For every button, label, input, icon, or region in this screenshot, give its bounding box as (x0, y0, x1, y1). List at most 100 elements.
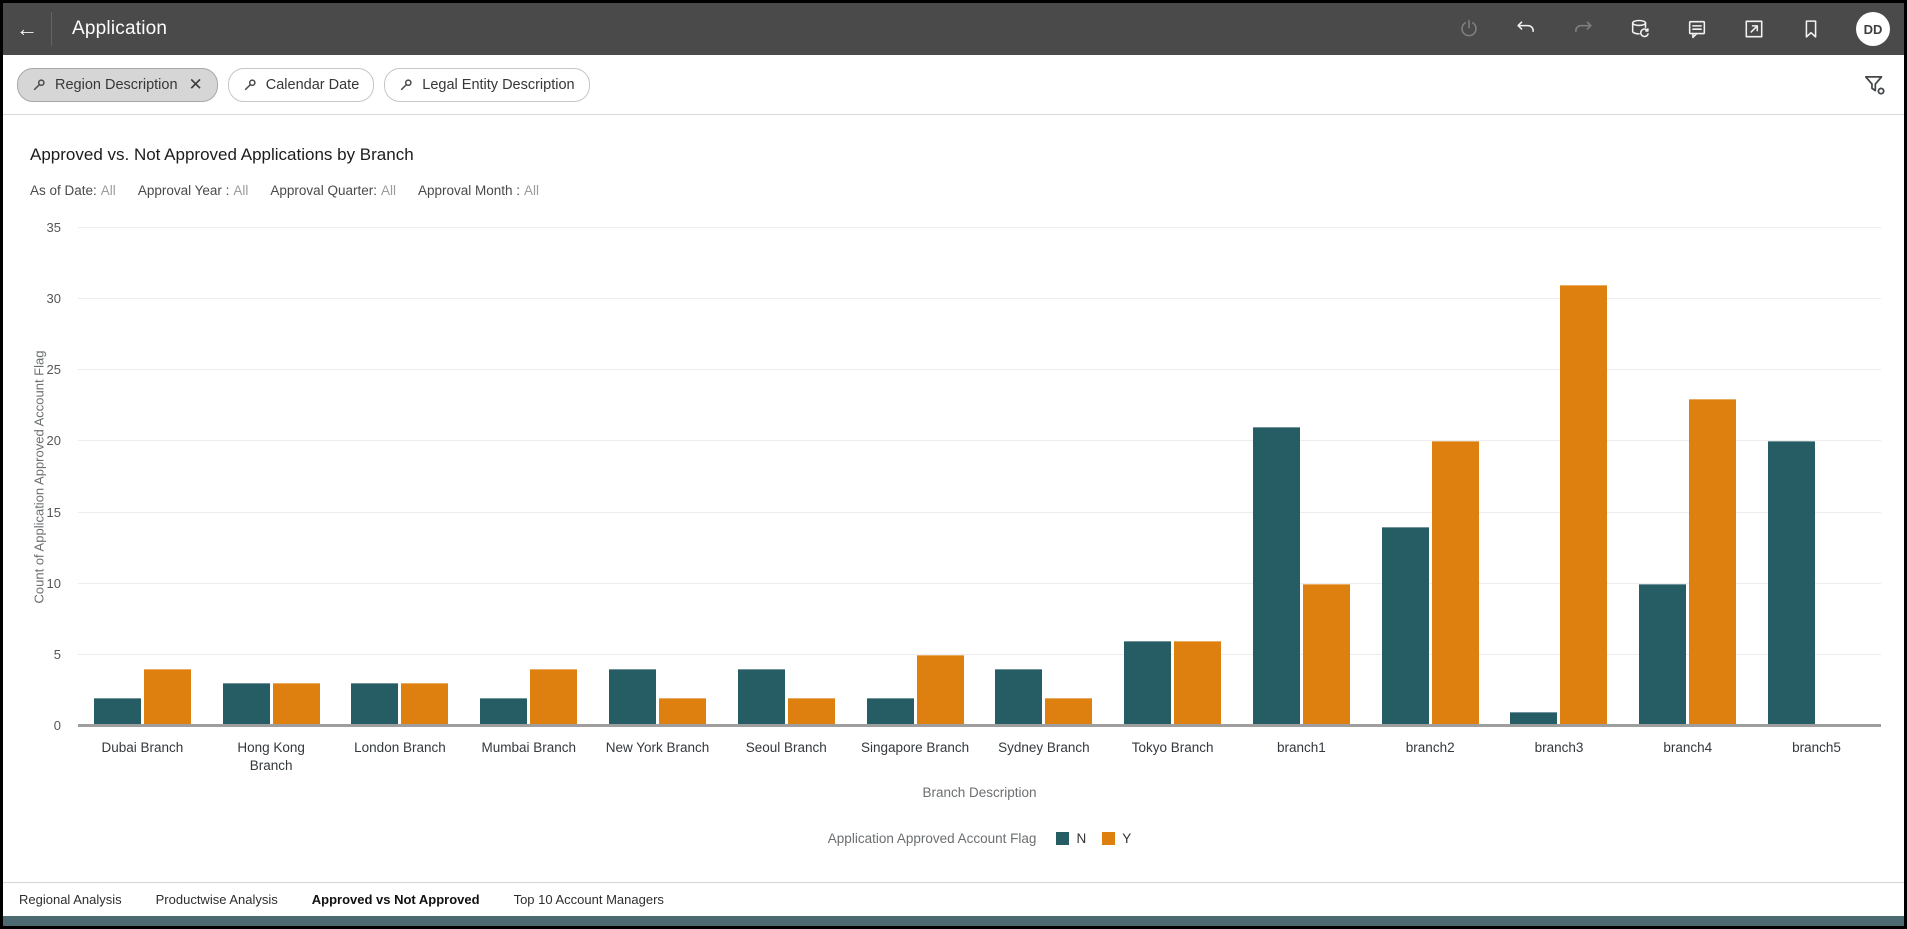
bar-N[interactable] (995, 669, 1043, 726)
comments-icon[interactable] (1685, 17, 1709, 41)
bookmark-icon[interactable] (1799, 17, 1823, 41)
bar-N[interactable] (1639, 583, 1687, 726)
filter-pill[interactable]: Legal Entity Description (384, 67, 590, 102)
x-axis-title: Branch Description (922, 785, 1037, 800)
legend-item[interactable]: Y (1102, 831, 1131, 846)
bar-N[interactable] (737, 669, 785, 726)
bar-N[interactable] (1510, 711, 1558, 726)
chart-title: Approved vs. Not Approved Applications b… (30, 145, 414, 164)
y-tick-label: 25 (46, 362, 61, 378)
bar-N[interactable] (222, 683, 270, 726)
bar-group (1752, 441, 1881, 726)
prompt-filter: Approval Quarter: All (270, 183, 396, 198)
x-axis-labels: Dubai Branch Hong Kong Branch London Branc… (78, 739, 1881, 775)
pin-icon (401, 78, 412, 90)
bar-Y[interactable] (659, 697, 707, 726)
undo-icon[interactable] (1514, 17, 1538, 41)
gridline (78, 582, 1881, 584)
tab-regional-analysis[interactable]: Regional Analysis (19, 892, 122, 907)
prompt-filter: Approval Month : All (417, 183, 540, 198)
y-tick-label: 15 (46, 504, 61, 520)
bar-chart-plot (78, 227, 1881, 727)
gridline (78, 440, 1881, 442)
page-title: Application (72, 18, 168, 39)
filter-pill-label: Region Description (55, 76, 178, 93)
filter-pill[interactable]: Calendar Date (227, 67, 375, 102)
bar-N[interactable] (1381, 526, 1429, 726)
bar-group (1108, 640, 1237, 726)
x-axis-label: branch3 (1534, 740, 1584, 755)
bar-N[interactable] (609, 669, 657, 726)
bar-N[interactable] (1252, 427, 1300, 726)
bar-N[interactable] (866, 697, 914, 726)
bar-N[interactable] (93, 697, 141, 726)
export-icon[interactable] (1742, 17, 1766, 41)
y-tick-label: 10 (46, 575, 61, 591)
bar-Y[interactable] (787, 697, 835, 726)
bar-Y[interactable] (1689, 398, 1737, 726)
bar-Y[interactable] (530, 669, 578, 726)
bar-Y[interactable] (1560, 284, 1608, 726)
bar-group (336, 683, 465, 726)
legend-label: Y (1122, 831, 1132, 846)
bar-Y[interactable] (1302, 583, 1350, 726)
power-icon[interactable] (1457, 17, 1481, 41)
gridline (78, 511, 1881, 513)
avatar[interactable]: DD (1856, 12, 1890, 46)
y-tick-label: 35 (46, 220, 61, 235)
y-tick-label: 20 (46, 433, 61, 449)
y-tick-label: 30 (46, 291, 61, 307)
bar-Y[interactable] (1431, 441, 1479, 726)
filter-bar: Region Description ✕ Calendar Date Legal En… (3, 55, 1904, 115)
x-axis-label: Sydney Branch (998, 740, 1090, 755)
bar-group (1237, 427, 1366, 726)
tab-top-10-account-managers[interactable]: Top 10 Account Managers (513, 892, 664, 907)
x-axis-label: Singapore Branch (861, 740, 970, 755)
bar-N[interactable] (1124, 640, 1172, 726)
back-button[interactable]: ← (3, 3, 51, 55)
x-axis-label: New York Branch (605, 740, 710, 755)
filter-pill[interactable]: Region Description ✕ (17, 67, 218, 102)
bar-group (1495, 284, 1624, 726)
pin-icon (244, 78, 256, 90)
x-axis-baseline (78, 724, 1881, 727)
filter-pill-label: Legal Entity Description (422, 76, 575, 93)
x-axis-label: branch1 (1277, 740, 1326, 755)
x-axis-label: branch2 (1405, 740, 1455, 755)
close-icon[interactable]: ✕ (188, 75, 203, 94)
y-axis-ticks: 0 5 10 15 20 25 30 35 (3, 220, 67, 733)
x-axis-label: Seoul Branch (745, 740, 827, 755)
bar-N[interactable] (351, 683, 399, 726)
x-axis-label: branch4 (1663, 740, 1713, 755)
tab-productwise-analysis[interactable]: Productwise Analysis (155, 892, 278, 907)
bar-group (464, 669, 593, 726)
funnel-gear-icon[interactable] (1862, 72, 1888, 98)
legend-swatch (1102, 832, 1116, 845)
bar-Y[interactable] (401, 683, 449, 726)
x-axis-label: branch5 (1792, 740, 1841, 755)
bar-Y[interactable] (916, 654, 964, 726)
chart-prompt-filters: As of Date: All Approval Year : All Approval… (30, 183, 539, 198)
x-axis-label: London Branch (354, 740, 446, 755)
bars (78, 228, 1881, 726)
bottom-strip (3, 916, 1904, 926)
bar-N[interactable] (1768, 441, 1816, 726)
tab-approved-vs-not-approved[interactable]: Approved vs Not Approved (311, 892, 480, 907)
bar-Y[interactable] (272, 683, 320, 726)
bar-group (851, 654, 980, 726)
bar-group (78, 669, 207, 726)
x-axis-label: Mumbai Branch (481, 740, 576, 755)
bar-Y[interactable] (1174, 640, 1222, 726)
bar-N[interactable] (480, 697, 528, 726)
refresh-data-icon[interactable] (1628, 17, 1652, 41)
redo-icon[interactable] (1571, 17, 1595, 41)
gridline (78, 298, 1881, 300)
bar-group (1623, 398, 1752, 726)
bar-group (593, 669, 722, 726)
legend-swatch (1056, 832, 1070, 845)
legend-item[interactable]: N (1056, 831, 1086, 846)
bar-Y[interactable] (1045, 697, 1093, 726)
bar-Y[interactable] (143, 669, 191, 726)
